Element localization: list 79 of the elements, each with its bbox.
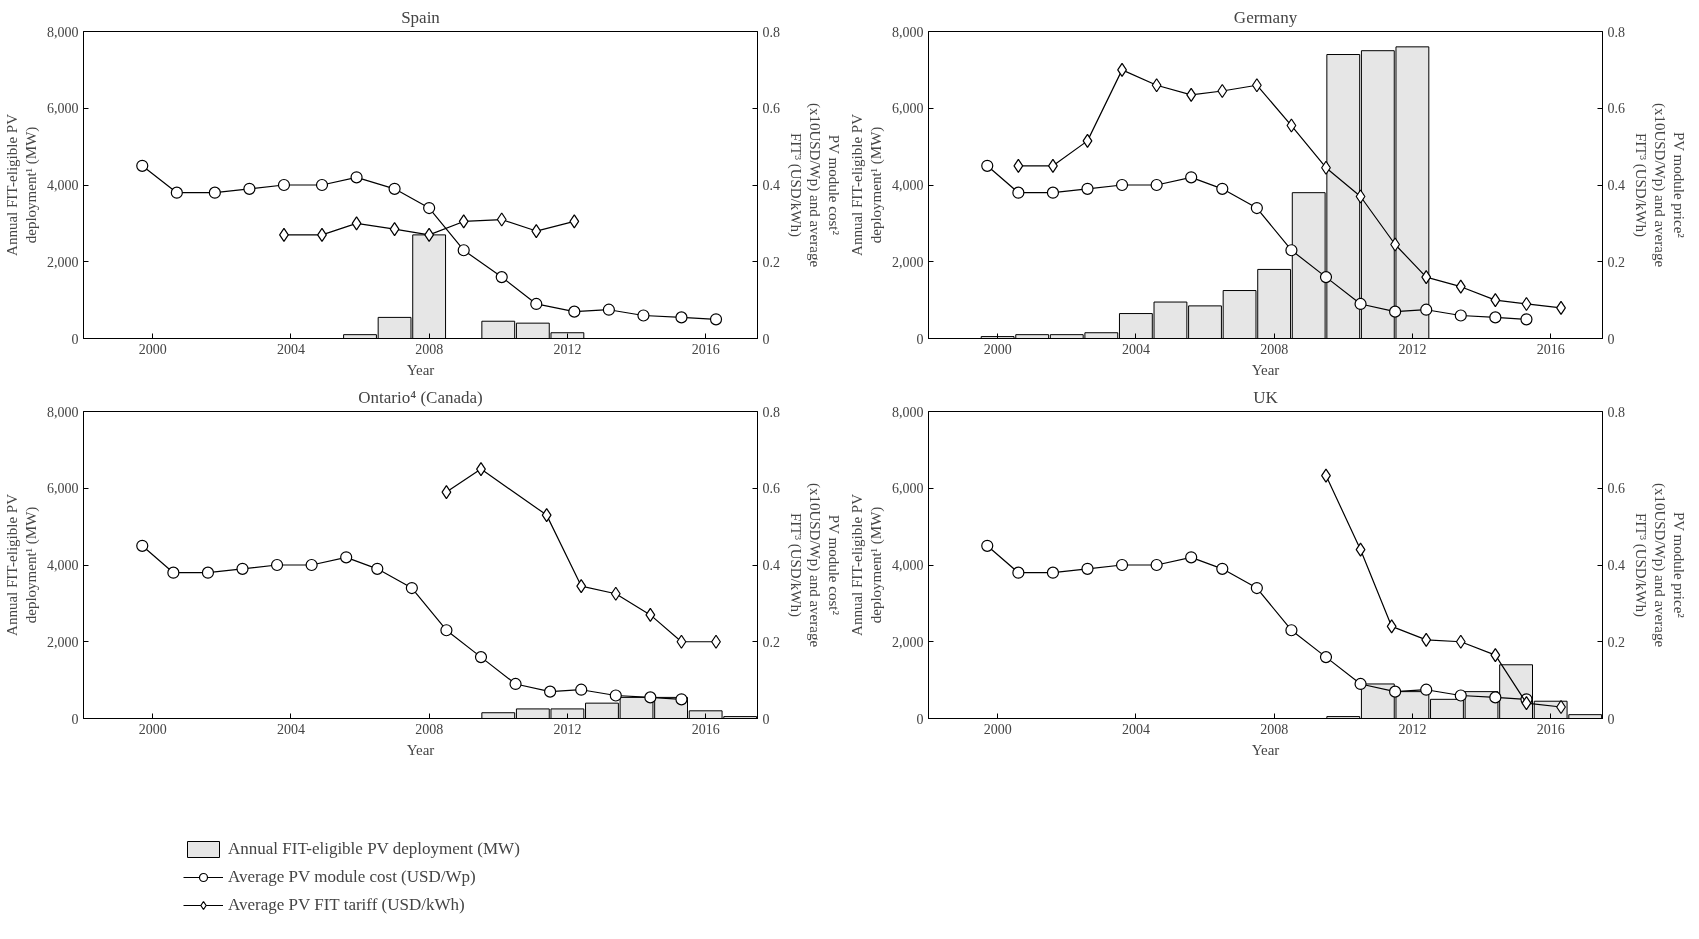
y2-tick-label: 0.6	[1607, 101, 1625, 117]
x-axis-title: Year	[1251, 361, 1280, 378]
y2-tick-label: 0.8	[1607, 404, 1625, 420]
y2-tick-label: 0	[1607, 711, 1615, 727]
y2-tick-label: 0.6	[1607, 481, 1625, 497]
x-axis-title: Year	[1251, 741, 1280, 758]
x-tick-label: 2012	[1398, 341, 1427, 357]
x-tick-label: 2000	[138, 721, 167, 737]
x-tick-label: 2004	[276, 721, 305, 737]
y-tick-label: 0	[916, 331, 924, 347]
x-tick-label: 2012	[1398, 721, 1427, 737]
x-tick-label: 2000	[983, 721, 1012, 737]
x-tick-label: 2008	[415, 341, 444, 357]
y-tick-label: 8,000	[47, 404, 79, 420]
y-tick-label: 6,000	[47, 101, 79, 117]
y2-tick-label: 0.6	[762, 481, 780, 497]
legend-label: Annual FIT-eligible PV deployment (MW)	[228, 839, 520, 859]
y-axis-title: Annual FIT-eligible PV deployment¹ (MW)	[3, 493, 40, 636]
x-tick-label: 2000	[983, 341, 1012, 357]
x-tick-label: 2016	[691, 341, 720, 357]
chart-title: Ontario⁴ (Canada)	[358, 387, 483, 407]
chart-title: Spain	[401, 7, 441, 27]
x-axis-title: Year	[406, 361, 435, 378]
x-tick-label: 2016	[1536, 341, 1565, 357]
y-tick-label: 8,000	[892, 404, 924, 420]
x-tick-label: 2004	[276, 341, 305, 357]
y-tick-label: 0	[916, 711, 924, 727]
x-tick-label: 2016	[1536, 721, 1565, 737]
x-tick-label: 2004	[1121, 721, 1150, 737]
y-tick-label: 4,000	[892, 178, 924, 193]
legend-label: Average PV FIT tariff (USD/kWh)	[228, 895, 465, 915]
y2-axis-title: PV module price² (x10USD/Wp) and average FIT³ (USD/kWh)	[1632, 482, 1688, 648]
y-axis-title: Annual FIT-eligible PV deployment¹ (MW)	[848, 493, 885, 636]
y-tick-label: 4,000	[892, 558, 924, 573]
y2-tick-label: 0	[762, 331, 770, 347]
x-tick-label: 2008	[415, 721, 444, 737]
y2-tick-label: 0.8	[762, 24, 780, 40]
legend-label: Average PV module cost (USD/Wp)	[228, 867, 476, 887]
y-tick-label: 8,000	[47, 24, 79, 40]
y-tick-label: 2,000	[892, 634, 924, 650]
y2-tick-label: 0.2	[1607, 254, 1625, 270]
y2-tick-label: 0.6	[762, 101, 780, 117]
y-tick-label: 2,000	[47, 254, 79, 270]
y2-tick-label: 0	[1607, 331, 1615, 347]
y-tick-label: 4,000	[47, 558, 79, 573]
y-tick-label: 0	[71, 331, 79, 347]
y2-tick-label: 0.8	[1607, 24, 1625, 40]
x-tick-label: 2004	[1121, 341, 1150, 357]
y2-axis-title: PV module price² (x10USD/Wp) and average FIT³ (USD/kWh)	[1632, 102, 1688, 268]
y-tick-label: 6,000	[892, 101, 924, 117]
y2-axis-title: PV module cost² (x10USD/Wp) and average FIT³ (USD/kWh)	[787, 482, 843, 648]
y-tick-label: 0	[71, 711, 79, 727]
y-axis-title: Annual FIT-eligible PV deployment¹ (MW)	[3, 113, 40, 256]
x-tick-label: 2000	[138, 341, 167, 357]
x-tick-label: 2012	[553, 721, 582, 737]
y-tick-label: 4,000	[47, 178, 79, 193]
y-tick-label: 6,000	[47, 481, 79, 497]
y2-tick-label: 0.4	[762, 558, 780, 573]
y2-tick-label: 0.8	[762, 404, 780, 420]
y2-tick-label: 0	[762, 711, 770, 727]
y-axis-title: Annual FIT-eligible PV deployment¹ (MW)	[848, 113, 885, 256]
y-tick-label: 2,000	[47, 634, 79, 650]
x-axis-title: Year	[406, 741, 435, 758]
y2-tick-label: 0.2	[762, 254, 780, 270]
y2-tick-label: 0.4	[1607, 558, 1625, 573]
y2-tick-label: 0.2	[1607, 634, 1625, 650]
x-tick-label: 2016	[691, 721, 720, 737]
x-tick-label: 2008	[1260, 721, 1289, 737]
y2-tick-label: 0.4	[762, 178, 780, 193]
x-tick-label: 2012	[553, 341, 582, 357]
y2-tick-label: 0.2	[762, 634, 780, 650]
y-tick-label: 6,000	[892, 481, 924, 497]
x-tick-label: 2008	[1260, 341, 1289, 357]
y-tick-label: 8,000	[892, 24, 924, 40]
y-tick-label: 2,000	[892, 254, 924, 270]
chart-title: UK	[1253, 387, 1279, 407]
y2-axis-title: PV module cost² (x10USD/Wp) and average FIT³ (USD/kWh)	[787, 102, 843, 268]
chart-title: Germany	[1233, 7, 1298, 27]
y2-tick-label: 0.4	[1607, 178, 1625, 193]
